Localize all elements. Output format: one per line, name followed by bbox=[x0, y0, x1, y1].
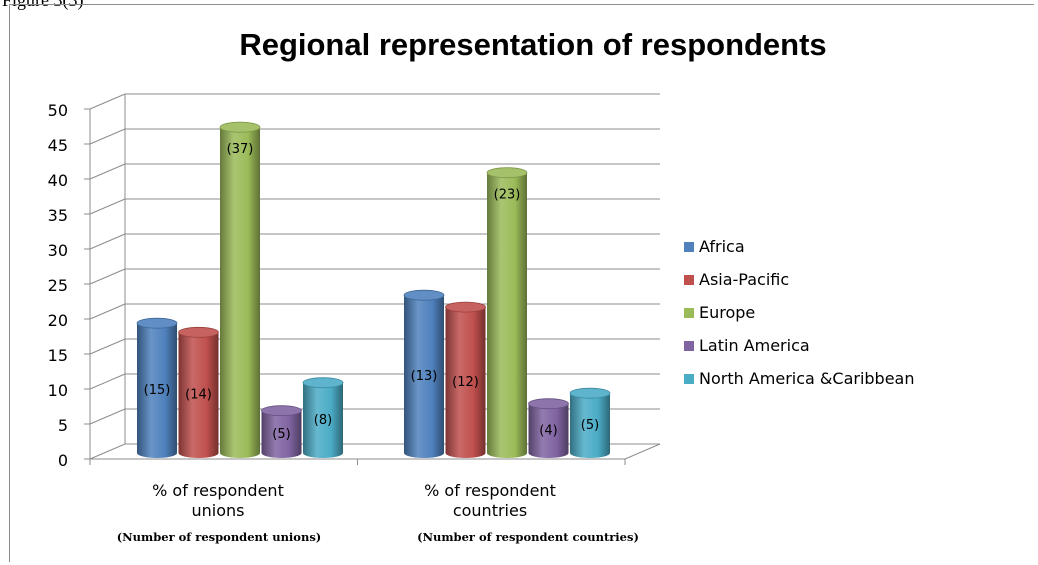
bar-top bbox=[528, 398, 569, 410]
y-tick-label: 5 bbox=[58, 416, 68, 435]
side-gridline bbox=[89, 163, 126, 180]
x-category-label: unions bbox=[192, 501, 245, 520]
bar-top bbox=[178, 326, 219, 338]
bar-top bbox=[136, 317, 178, 329]
data-label: (12) bbox=[452, 375, 479, 390]
bar: (5) bbox=[569, 387, 611, 458]
side-gridline bbox=[89, 268, 126, 285]
legend-label: Asia-Pacific bbox=[699, 270, 789, 289]
side-gridline bbox=[89, 408, 126, 425]
y-tick-label: 30 bbox=[48, 241, 68, 260]
bar-top bbox=[261, 405, 302, 417]
bar-top bbox=[302, 377, 344, 389]
data-label: (15) bbox=[144, 383, 171, 398]
chart-frame bbox=[9, 4, 1034, 562]
bar-body bbox=[137, 323, 177, 458]
side-gridline bbox=[89, 128, 126, 145]
data-label: (14) bbox=[185, 388, 212, 403]
x-category-label: % of respondent bbox=[424, 481, 556, 500]
bar-body bbox=[570, 393, 610, 458]
y-tick-label: 35 bbox=[48, 206, 68, 225]
legend-swatch bbox=[684, 341, 694, 351]
legend-swatch bbox=[684, 242, 694, 252]
bar: (5) bbox=[261, 405, 302, 458]
data-label: (5) bbox=[272, 427, 290, 442]
y-tick-label: 45 bbox=[48, 136, 68, 155]
bar: (4) bbox=[528, 398, 569, 458]
y-tick-label: 40 bbox=[48, 171, 68, 190]
bars: (15) (14) (37) (5) (8) (13) (12) (23) (4) (5) bbox=[136, 121, 611, 458]
bar-body bbox=[487, 172, 527, 458]
data-label: (5) bbox=[581, 418, 599, 433]
legend-swatch bbox=[684, 374, 694, 384]
axes: 0 5 10 15 20 25 30 35 40 45 50 bbox=[48, 101, 661, 470]
legend-item: Asia-Pacific bbox=[684, 270, 789, 289]
side-gridline bbox=[89, 303, 126, 320]
side-gridline bbox=[89, 443, 126, 460]
bar: (13) bbox=[403, 289, 445, 458]
bar-top bbox=[219, 121, 261, 133]
bar: (8) bbox=[302, 377, 344, 458]
legend-label: Latin America bbox=[699, 336, 810, 355]
legend-swatch bbox=[684, 275, 694, 285]
data-label: (37) bbox=[227, 142, 254, 157]
data-label: (8) bbox=[314, 413, 332, 428]
bar: (15) bbox=[136, 317, 178, 458]
legend-label: North America &Caribbean bbox=[699, 369, 915, 388]
data-label: (4) bbox=[539, 423, 557, 438]
side-gridline bbox=[89, 233, 126, 250]
y-tick-label: 50 bbox=[48, 101, 68, 120]
legend-item: North America &Caribbean bbox=[684, 369, 915, 388]
bar: (37) bbox=[219, 121, 261, 458]
side-gridline bbox=[89, 338, 126, 355]
legend-label: Africa bbox=[699, 237, 745, 256]
legend-swatch bbox=[684, 308, 694, 318]
bar-body bbox=[445, 307, 486, 458]
x-category-sublabel: (Number of respondent unions) bbox=[117, 530, 322, 544]
x-category-label: countries bbox=[453, 501, 527, 520]
bar-top bbox=[486, 167, 528, 179]
bar-body bbox=[404, 295, 444, 458]
bar: (23) bbox=[486, 167, 528, 458]
bar-body bbox=[261, 410, 302, 458]
bar-body bbox=[528, 403, 569, 458]
legend-item: Latin America bbox=[684, 336, 810, 355]
y-tick-label: 10 bbox=[48, 381, 68, 400]
bar-body bbox=[178, 332, 219, 458]
side-gridline bbox=[89, 198, 126, 215]
legend-item: Europe bbox=[684, 303, 755, 322]
legend: Africa Asia-Pacific Europe Latin America Nor… bbox=[684, 237, 915, 388]
x-category-label: % of respondent bbox=[152, 481, 284, 500]
bar-body bbox=[220, 127, 260, 458]
bar-top bbox=[445, 301, 486, 313]
bar: (12) bbox=[445, 301, 486, 458]
data-label: (13) bbox=[411, 369, 438, 384]
y-tick-label: 20 bbox=[48, 311, 68, 330]
legend-label: Europe bbox=[699, 303, 755, 322]
side-gridline bbox=[89, 93, 126, 110]
bar-body bbox=[303, 382, 343, 458]
chart-title: Regional representation of respondents bbox=[239, 27, 826, 62]
data-label: (23) bbox=[494, 188, 521, 203]
bar-top bbox=[403, 289, 445, 301]
side-gridline bbox=[89, 373, 126, 390]
bar-top bbox=[569, 387, 611, 399]
y-tick-label: 25 bbox=[48, 276, 68, 295]
y-tick-label: 15 bbox=[48, 346, 68, 365]
floor-edge bbox=[624, 443, 661, 460]
legend-item: Africa bbox=[684, 237, 745, 256]
y-tick-label: 0 bbox=[58, 451, 68, 470]
x-category-sublabel: (Number of respondent countries) bbox=[417, 530, 639, 544]
bar: (14) bbox=[178, 326, 219, 458]
